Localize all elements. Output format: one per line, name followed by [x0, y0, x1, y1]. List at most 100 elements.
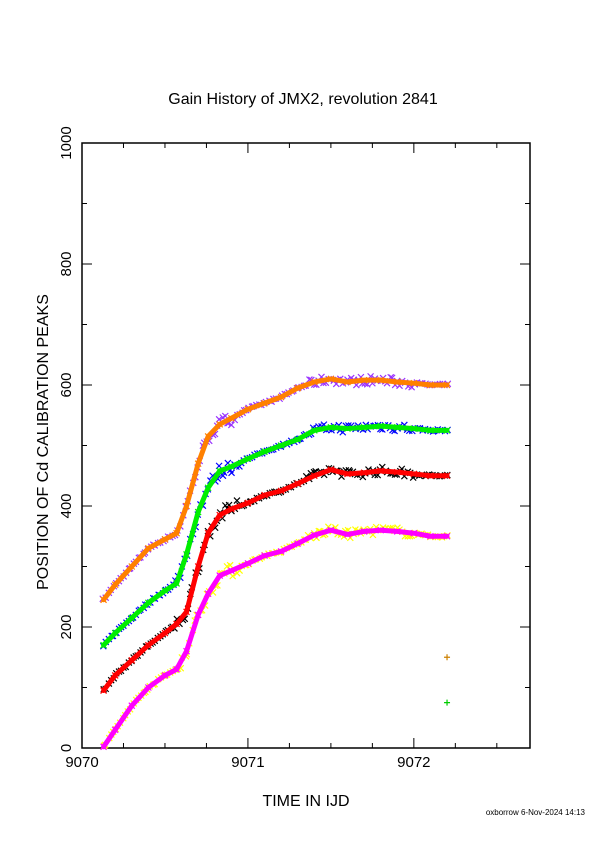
series-point: [227, 505, 235, 513]
series-point: [227, 463, 235, 471]
series-point: [277, 393, 285, 401]
series-point: [443, 532, 451, 540]
series-point: [310, 472, 318, 480]
x-tick-labels: 9070 9071 9072: [65, 754, 430, 771]
y-tick-labels: 0 200 400 600 800 1000: [58, 126, 75, 752]
series-point: [261, 448, 268, 455]
series-point: [377, 467, 385, 475]
x-tick-label: 9071: [231, 754, 264, 771]
series-point: [194, 508, 202, 516]
series-point: [410, 425, 418, 432]
series-point: [377, 526, 385, 534]
series-point: [360, 423, 368, 431]
footer-credit: oxborrow 6-Nov-2024 14:13: [485, 808, 585, 817]
series-point: [204, 529, 212, 537]
series-point: [216, 467, 224, 475]
series-point: [216, 420, 224, 428]
scatter-mark: [228, 469, 235, 477]
series-point: [111, 629, 119, 637]
series-point: [173, 580, 181, 587]
scatter-mark: [229, 572, 237, 580]
series-point: [173, 529, 181, 537]
series-lines: [100, 375, 451, 751]
series-point: [427, 426, 434, 434]
series-point: [344, 425, 351, 432]
series-point: [244, 560, 252, 567]
series-point: [183, 647, 190, 655]
y-tick-label: 0: [58, 744, 75, 752]
series-point: [144, 544, 152, 552]
y-axis-label: POSITION OF Cd CALIBRATION PEAKS: [35, 294, 52, 590]
series-point: [443, 426, 451, 434]
chart-title: Gain History of JMX2, revolution 2841: [168, 91, 438, 108]
series-point: [161, 629, 169, 637]
series-point: [100, 687, 107, 694]
series-point: [344, 378, 351, 386]
series-point: [277, 442, 285, 449]
plot-frame: [81, 142, 531, 749]
series-point: [227, 567, 235, 575]
series-point: [443, 381, 451, 389]
series-point: [310, 378, 318, 386]
series-point: [410, 379, 418, 387]
scatter-mark: [227, 421, 235, 429]
y-tick-label: 1000: [58, 126, 75, 159]
series-point: [216, 572, 224, 579]
series-point: [427, 472, 434, 480]
series-point: [360, 469, 368, 477]
series-line: [101, 423, 450, 648]
series-point: [294, 540, 302, 547]
y-tick-label: 800: [58, 251, 75, 276]
series-point: [111, 726, 119, 734]
x-axis-label: TIME IN IJD: [262, 793, 349, 810]
series-point: [360, 376, 368, 384]
isolated-markers: [444, 654, 451, 706]
series-point: [377, 376, 385, 384]
series-point: [128, 702, 136, 710]
series-point: [261, 491, 268, 499]
series-point: [277, 487, 285, 495]
series-point: [144, 599, 152, 607]
series-point: [100, 641, 107, 649]
series-point: [443, 472, 451, 480]
series-point: [393, 423, 401, 431]
series-point: [183, 550, 190, 558]
series-point: [144, 641, 152, 649]
series-point: [261, 552, 268, 560]
series-point: [194, 563, 202, 570]
y-tick-label: 600: [58, 372, 75, 397]
series-point: [161, 535, 169, 543]
series-point: [294, 436, 302, 443]
series-line: [101, 467, 450, 694]
series-point: [194, 611, 202, 619]
series-point: [244, 499, 252, 507]
series-point: [111, 671, 119, 679]
series-point: [216, 511, 224, 519]
series-point: [144, 684, 152, 691]
series-point: [244, 405, 252, 413]
series-point: [294, 480, 302, 488]
series-point: [310, 531, 318, 539]
series-point: [173, 665, 181, 673]
series-point: [427, 381, 434, 389]
series-point: [327, 375, 335, 383]
series-point: [173, 620, 181, 628]
x-tick-label: 9070: [65, 754, 98, 771]
series-point: [410, 529, 418, 537]
series-point: [244, 455, 252, 463]
plus-marker: [444, 699, 451, 706]
series-point: [344, 470, 351, 478]
series-point: [393, 378, 401, 386]
series-point: [261, 399, 268, 407]
series-point: [360, 527, 368, 535]
y-tick-label: 200: [58, 614, 75, 639]
series-point: [204, 590, 212, 598]
y-tick-label: 400: [58, 493, 75, 518]
series-point: [183, 608, 190, 616]
series-point: [100, 743, 107, 751]
series-point: [327, 466, 335, 474]
series-point: [410, 470, 418, 478]
series-point: [277, 547, 285, 555]
series-point: [427, 532, 434, 540]
